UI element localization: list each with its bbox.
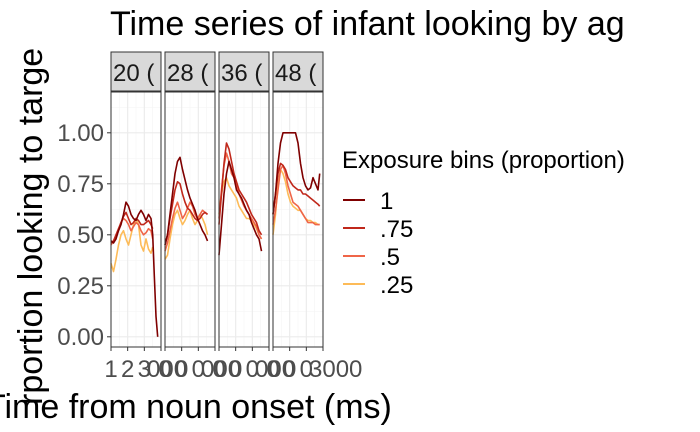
- panel-border: [218, 91, 270, 348]
- facet-strip: [110, 51, 162, 92]
- y-tick-label: 0.50: [57, 222, 104, 249]
- series-line-1: [110, 201, 159, 337]
- x-tick-label: 0: [283, 356, 296, 383]
- x-tick-label: 0: [229, 356, 242, 383]
- legend-label: 1: [380, 188, 393, 215]
- chart-title: Time series of infant looking by ag: [110, 5, 625, 43]
- x-tick-label: 0: [246, 356, 259, 383]
- series-line-p75: [272, 162, 321, 215]
- facet-strip-label: 48 (: [275, 60, 316, 87]
- x-tick-label: 0: [266, 356, 279, 383]
- y-tick-label: 1.00: [57, 120, 104, 147]
- x-axis-title: Time from noun onset (ms): [0, 388, 392, 426]
- x-tick-label: 0: [212, 356, 225, 383]
- series-line-p75: [164, 181, 208, 246]
- series-line-1: [164, 156, 209, 246]
- series-line-1: [272, 132, 321, 215]
- panel-border: [110, 91, 162, 348]
- legend-label: .25: [380, 272, 413, 299]
- series-line-p5: [164, 201, 208, 252]
- series-line-p75: [218, 142, 263, 236]
- y-tick-label: 0.75: [57, 171, 104, 198]
- facet-strip-label: 36 (: [221, 60, 262, 87]
- x-tick-label: 3: [138, 356, 151, 383]
- series-line-p5: [272, 164, 320, 226]
- facet-panel: 36 (: [218, 51, 270, 348]
- facet-strip-label: 28 (: [167, 60, 208, 87]
- x-tick-label: 000: [147, 356, 187, 383]
- x-tick-label: 000: [201, 356, 241, 383]
- y-axis-title: rportion looking to targe: [12, 48, 50, 405]
- series-line-1: [218, 160, 263, 256]
- panel-border: [164, 91, 216, 348]
- facet-panel: 48 (: [272, 51, 324, 348]
- y-tick-label: 0.25: [57, 273, 104, 300]
- facet-strip-label: 20 (: [113, 60, 154, 87]
- legend-label: .5: [380, 244, 400, 271]
- x-tick-label: 0: [158, 356, 171, 383]
- facet-panels: 20 ( 28 ( 36 ( 48 (: [110, 51, 324, 348]
- x-tick-label: 0: [192, 356, 205, 383]
- facet-strip: [218, 51, 270, 92]
- legend: Exposure bins (proportion) 1.75.5.25: [342, 147, 625, 299]
- x-tick-label: 000: [255, 356, 295, 383]
- legend-label: .75: [380, 216, 413, 243]
- legend-title: Exposure bins (proportion): [342, 147, 625, 174]
- y-axis: 0.00 0.25 0.50 0.75 1.00: [57, 120, 111, 351]
- panel-border: [272, 91, 324, 348]
- x-tick-label: 3000: [309, 356, 362, 383]
- x-tick-label: 1: [104, 356, 117, 383]
- x-tick-label: 2: [121, 356, 134, 383]
- facet-strip: [272, 51, 324, 92]
- y-tick-label: 0.00: [57, 324, 104, 351]
- x-tick-label: 0: [300, 356, 313, 383]
- x-tick-label: 0: [175, 356, 188, 383]
- facet-strip: [164, 51, 216, 92]
- facet-panel: 28 (: [164, 51, 216, 348]
- facet-panel: 20 (: [110, 51, 162, 348]
